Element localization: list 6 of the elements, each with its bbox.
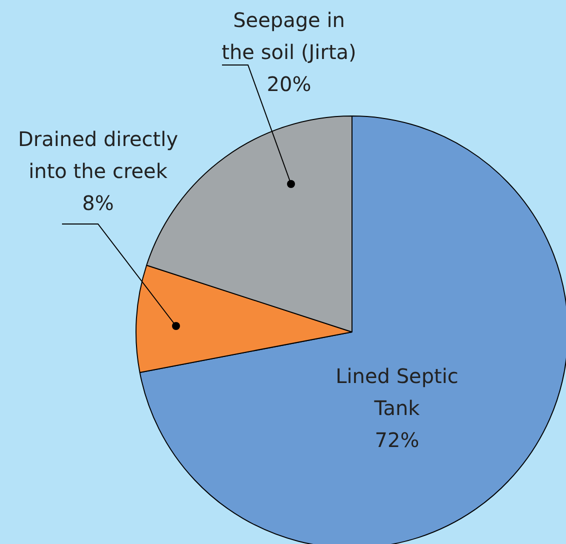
slice-label: Lined Septic Tank bbox=[336, 364, 458, 420]
slice-label: Drained directly into the creek bbox=[18, 127, 178, 184]
data-label: 72% bbox=[374, 428, 420, 452]
data-label: 8% bbox=[82, 191, 114, 216]
data-label: 20% bbox=[266, 72, 312, 96]
slice-label: Seepage in the soil (Jirta) bbox=[222, 8, 356, 64]
